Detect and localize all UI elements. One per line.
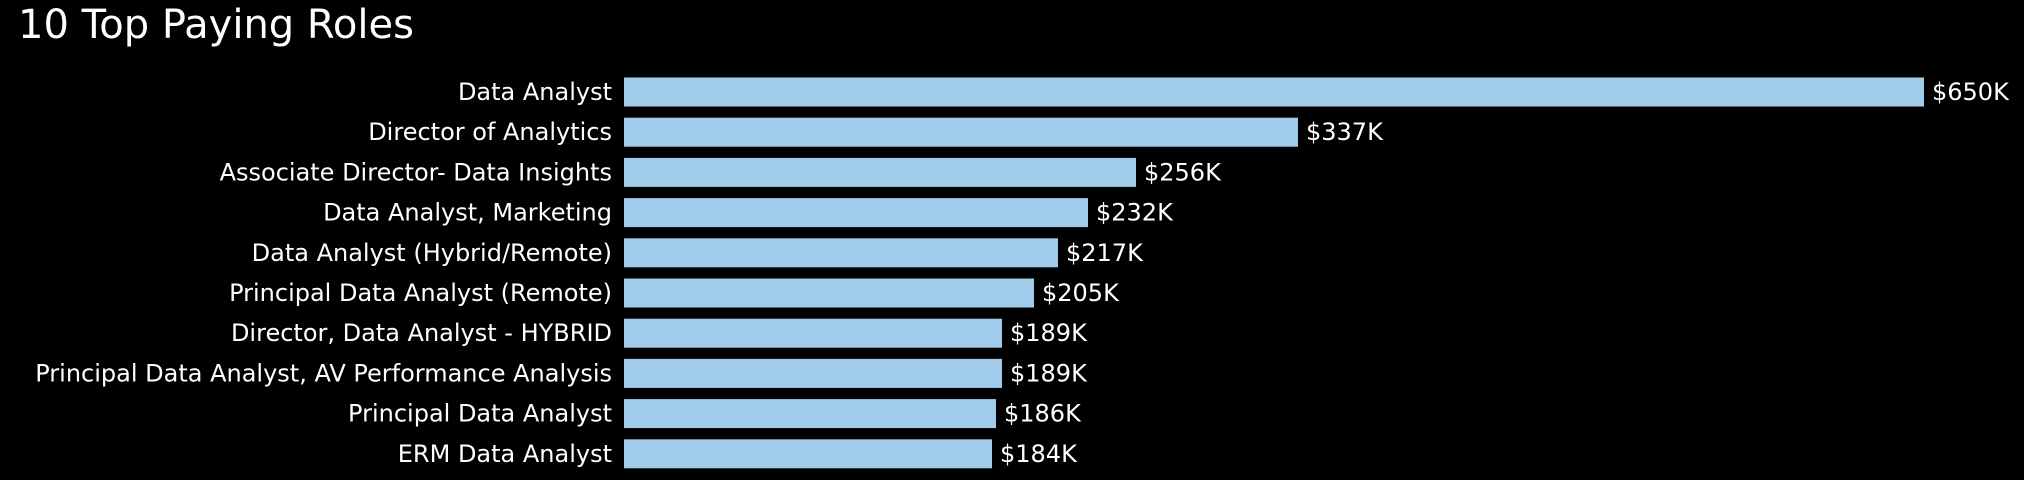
value-labels-group: $650K $337K $256K $232K $217K $205K $189K $189K… xyxy=(1000,78,2010,468)
bar xyxy=(624,238,1058,268)
category-label: Principal Data Analyst, AV Performance A… xyxy=(35,359,612,387)
category-labels-group: Data Analyst Director of Analytics Associa… xyxy=(35,78,612,468)
category-label: Data Analyst, Marketing xyxy=(323,199,612,227)
bar xyxy=(624,399,996,429)
bar xyxy=(624,157,1136,187)
bar xyxy=(624,439,992,469)
value-label: $186K xyxy=(1004,400,1082,428)
value-label: $256K xyxy=(1144,158,1222,186)
bar xyxy=(624,117,1298,147)
category-label: Director, Data Analyst - HYBRID xyxy=(231,319,612,347)
category-label: Associate Director- Data Insights xyxy=(220,158,612,186)
category-label: Data Analyst (Hybrid/Remote) xyxy=(252,239,612,267)
value-label: $217K xyxy=(1066,239,1144,267)
bar xyxy=(624,318,1002,348)
value-label: $232K xyxy=(1096,199,1174,227)
bar xyxy=(624,278,1034,308)
value-label: $650K xyxy=(1932,78,2010,106)
category-label: Principal Data Analyst (Remote) xyxy=(229,279,612,307)
value-label: $189K xyxy=(1010,359,1088,387)
chart-title: 10 Top Paying Roles xyxy=(18,2,414,48)
value-label: $205K xyxy=(1042,279,1120,307)
bar xyxy=(624,198,1088,228)
category-label: Director of Analytics xyxy=(368,118,612,146)
category-label: Data Analyst xyxy=(458,78,612,106)
bar xyxy=(624,77,1924,107)
category-label: Principal Data Analyst xyxy=(348,400,612,428)
category-label: ERM Data Analyst xyxy=(398,440,612,468)
bars-group xyxy=(624,77,1924,469)
value-label: $189K xyxy=(1010,319,1088,347)
value-label: $184K xyxy=(1000,440,1078,468)
value-label: $337K xyxy=(1306,118,1384,146)
bar xyxy=(624,358,1002,388)
